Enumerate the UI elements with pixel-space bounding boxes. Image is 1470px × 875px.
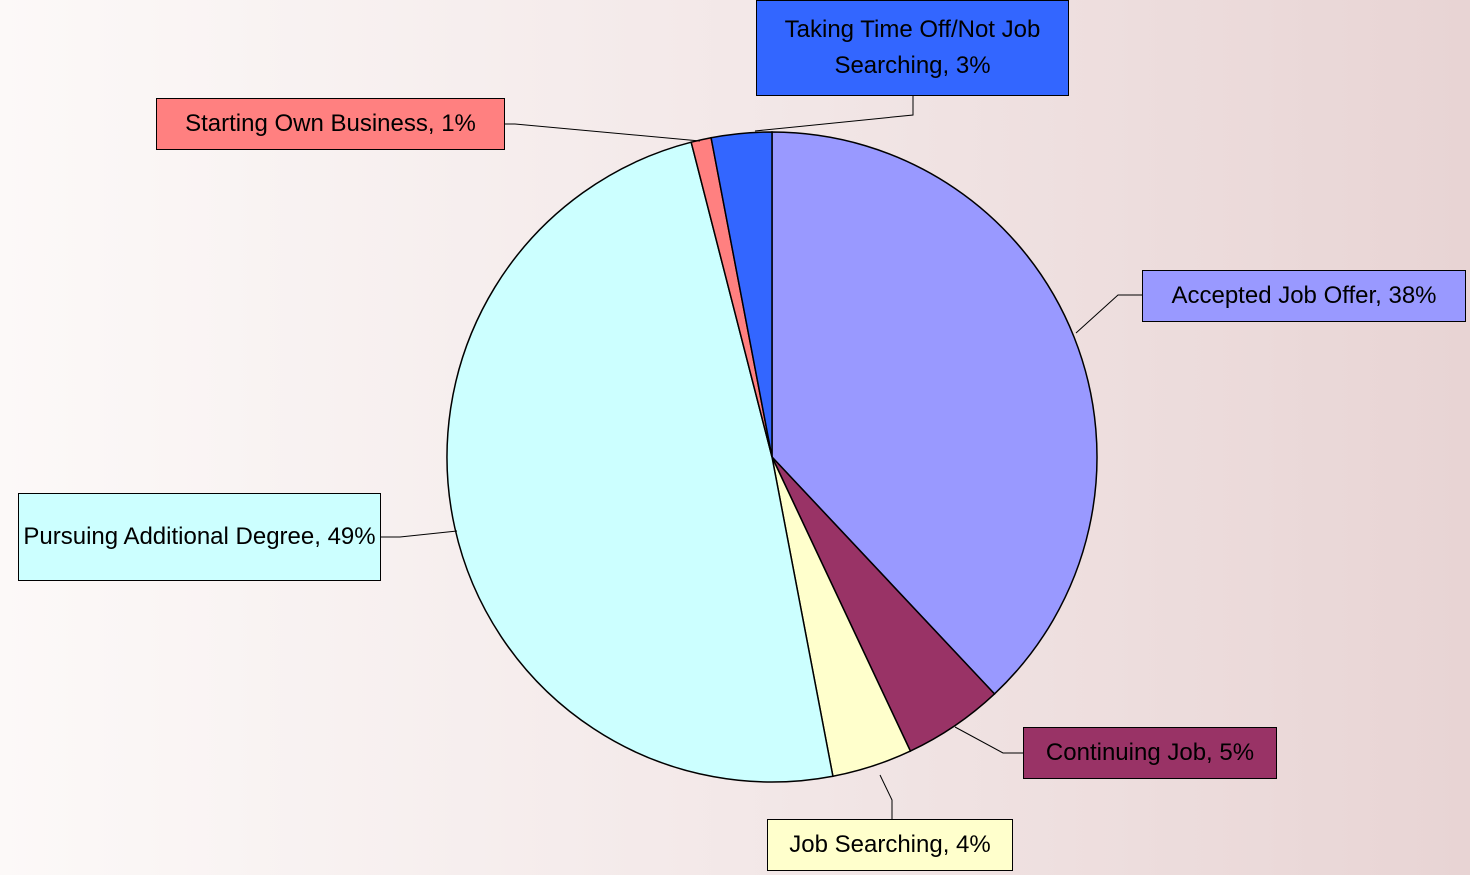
data-label: Continuing Job, 5% — [1023, 727, 1277, 779]
data-label: Job Searching, 4% — [767, 819, 1013, 871]
data-label: Pursuing Additional Degree, 49% — [18, 493, 381, 581]
leader-line — [1075, 294, 1142, 334]
pie-slice — [710, 131, 773, 458]
data-label: Accepted Job Offer, 38% — [1142, 270, 1466, 322]
leader-line — [754, 96, 914, 132]
pie-slice — [771, 131, 1098, 695]
leader-line — [879, 774, 893, 819]
leader-line — [381, 530, 458, 538]
data-label: Taking Time Off/Not Job Searching, 3% — [756, 0, 1069, 96]
data-label: Starting Own Business, 1% — [156, 98, 505, 150]
pie-slice — [446, 141, 834, 783]
leader-line — [505, 123, 701, 142]
leader-line — [954, 726, 1023, 754]
